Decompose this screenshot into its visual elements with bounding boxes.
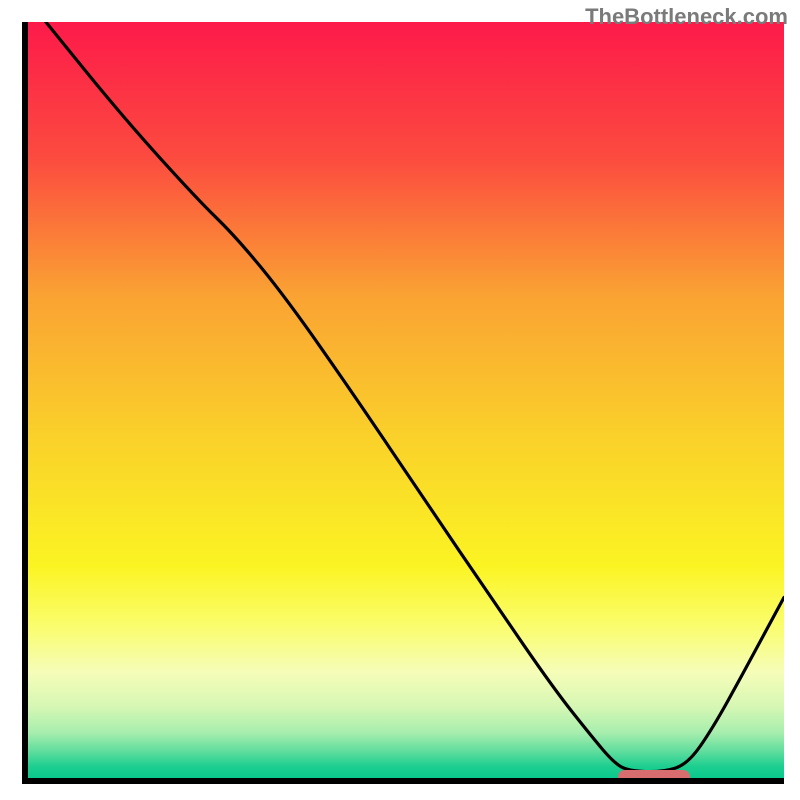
chart-container: TheBottleneck.com xyxy=(0,0,800,800)
plot-area xyxy=(22,22,784,784)
optimum-marker xyxy=(618,770,690,784)
curve-line xyxy=(28,22,784,778)
watermark-text: TheBottleneck.com xyxy=(585,4,788,30)
